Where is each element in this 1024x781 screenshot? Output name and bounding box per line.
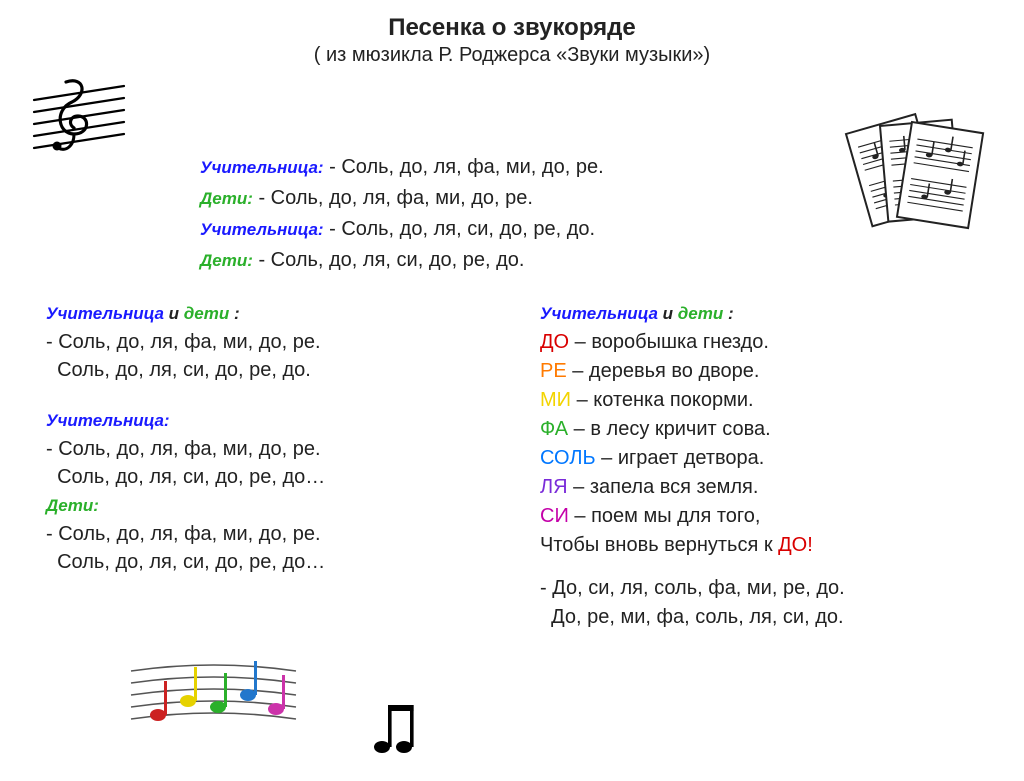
role-colon: : bbox=[229, 304, 239, 323]
note-re: РЕ bbox=[540, 360, 567, 382]
intro-line: - Соль, до, ля, фа, ми, до, ре. bbox=[329, 156, 604, 178]
note-si: СИ bbox=[540, 505, 569, 527]
role-colon: : bbox=[723, 304, 733, 323]
intro-block: Учительница: - Соль, до, ля, фа, ми, до,… bbox=[200, 152, 604, 276]
role-children: дети bbox=[184, 304, 229, 323]
exclamation: ! bbox=[807, 534, 813, 556]
right-column: Учительница и дети : ДО – воробышка гнез… bbox=[540, 299, 1000, 632]
role-children: дети bbox=[678, 304, 723, 323]
role-teacher: Учительница: bbox=[200, 220, 324, 239]
note-la: ЛЯ bbox=[540, 476, 568, 498]
lyric-line: – поем мы для того, bbox=[569, 505, 761, 527]
intro-line: - Соль, до, ля, фа, ми, до, ре. bbox=[258, 187, 533, 209]
note-do: ДО bbox=[778, 534, 807, 556]
lyric-line: – играет детвора. bbox=[596, 447, 765, 469]
left-column: Учительница и дети : - Соль, до, ля, фа,… bbox=[46, 299, 486, 576]
role-and: и bbox=[658, 304, 678, 323]
lyric-line: - Соль, до, ля, фа, ми, до, ре. bbox=[46, 435, 486, 463]
lyric-line: Чтобы вновь вернуться к bbox=[540, 534, 778, 556]
intro-line: - Соль, до, ля, си, до, ре, до. bbox=[329, 218, 595, 240]
role-teacher: Учительница: bbox=[200, 158, 324, 177]
role-teacher: Учительница bbox=[540, 304, 658, 323]
page-title: Песенка о звукоряде bbox=[0, 14, 1024, 42]
intro-line: - Соль, до, ля, си, до, ре, до. bbox=[258, 249, 524, 271]
lyric-line: Соль, до, ля, си, до, ре, до. bbox=[46, 356, 486, 384]
colored-staff-icon bbox=[126, 637, 301, 737]
coda-line: - До, си, ля, соль, фа, ми, ре, до. bbox=[540, 574, 1000, 603]
note-fa: ФА bbox=[540, 418, 568, 440]
treble-clef-icon bbox=[28, 72, 128, 162]
lyric-line: Соль, до, ля, си, до, ре, до… bbox=[46, 463, 486, 491]
role-and: и bbox=[164, 304, 184, 323]
eighth-note-icon bbox=[372, 697, 416, 755]
lyric-line: – запела вся земля. bbox=[568, 476, 759, 498]
role-teacher: Учительница bbox=[46, 304, 164, 323]
note-sol: СОЛЬ bbox=[540, 447, 596, 469]
role-children: Дети: bbox=[200, 189, 253, 208]
lyric-line: – воробышка гнездо. bbox=[569, 331, 769, 353]
page-subtitle: ( из мюзикла Р. Роджерса «Звуки музыки») bbox=[0, 44, 1024, 67]
role-children: Дети: bbox=[46, 496, 99, 515]
role-children: Дети: bbox=[200, 251, 253, 270]
lyric-line: – котенка покорми. bbox=[571, 389, 754, 411]
lyric-line: Соль, до, ля, си, до, ре, до… bbox=[46, 548, 486, 576]
role-teacher: Учительница: bbox=[46, 411, 170, 430]
note-do: ДО bbox=[540, 331, 569, 353]
note-mi: МИ bbox=[540, 389, 571, 411]
lyric-line: - Соль, до, ля, фа, ми, до, ре. bbox=[46, 328, 486, 356]
lyric-line: - Соль, до, ля, фа, ми, до, ре. bbox=[46, 520, 486, 548]
sheet-music-icon bbox=[838, 110, 988, 250]
coda-line: До, ре, ми, фа, соль, ля, си, до. bbox=[540, 603, 1000, 632]
lyric-line: – в лесу кричит сова. bbox=[568, 418, 771, 440]
lyric-line: – деревья во дворе. bbox=[567, 360, 760, 382]
